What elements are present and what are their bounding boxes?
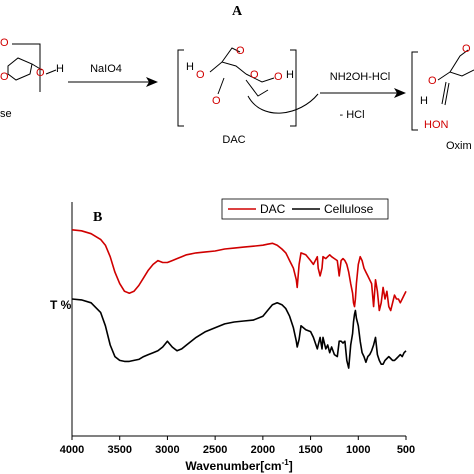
left-oxygen-bottom: O: [0, 71, 9, 83]
x-axis-label-main: Wavenumber[cm: [185, 459, 281, 473]
dac-ether: [245, 73, 275, 83]
dac-label: DAC: [222, 134, 245, 146]
x-tick-label: 4000: [60, 444, 84, 456]
glycosidic-bond: [31, 63, 43, 71]
oxime-cn: [441, 81, 447, 105]
oxime-label: Oxim: [446, 140, 472, 152]
byproduct-hcl: - HCl: [339, 109, 364, 121]
scheme-panel-label: A: [232, 4, 243, 19]
dac-h-label: H: [186, 61, 194, 73]
reagent-naio4: NaIO4: [90, 63, 122, 75]
left-ring-oxygen: O: [36, 67, 45, 79]
oxime-hon-group: HON: [424, 119, 449, 131]
dac-ring-oxygen: O: [196, 69, 205, 81]
x-axis-label-sup: -1: [282, 458, 290, 467]
dac-structure: [177, 47, 297, 127]
reaction-arrow-2: [320, 88, 406, 98]
reaction-scheme: A O O O H se NaIO4 H O O: [0, 4, 474, 152]
dac-end-oxygen: O: [274, 71, 283, 83]
dac-aldehyde-2: [217, 77, 225, 95]
x-axis-ticks: 4000 3500 3000 2500 2000 1500 1000 500: [60, 436, 415, 456]
series-line-dac: [71, 229, 407, 312]
dac-aldehyde-oxygen-2: O: [212, 95, 221, 107]
legend-label-dac: DAC: [260, 202, 286, 216]
series-line-cellulose: [71, 298, 407, 369]
dac-bracket-right: [290, 49, 297, 127]
dac-end-hydrogen: H: [286, 69, 294, 81]
legend-label-cellulose: Cellulose: [324, 202, 374, 216]
x-tick-label: 500: [397, 444, 415, 456]
reagent-hydroxylamine: NH2OH-HCl: [330, 71, 391, 83]
spectra-lines: [71, 229, 407, 369]
dac-ether-oxygen: O: [250, 69, 259, 81]
oxime-structure: [411, 49, 474, 131]
dac-aldehyde-oxygen-1: O: [236, 45, 245, 57]
dac-ring-link: [245, 79, 269, 97]
x-tick-label: 2500: [203, 444, 227, 456]
oxime-cn-double: [444, 82, 450, 106]
left-fragment-label: se: [0, 108, 12, 120]
pyranose-ring: [7, 57, 33, 81]
x-tick-label: 2000: [251, 444, 275, 456]
dac-bracket-left: [177, 49, 184, 127]
oxime-oxygen: O: [428, 75, 437, 87]
oxime-chain: [437, 69, 474, 81]
left-oxygen-top: O: [0, 37, 9, 49]
oxime-branch: [449, 49, 469, 73]
chart-panel-label: B: [93, 210, 102, 225]
reaction-arrow-1: [68, 77, 158, 87]
x-tick-label: 3000: [155, 444, 179, 456]
cellulose-structure: [7, 43, 57, 92]
y-axis-label: T %: [50, 298, 72, 312]
left-bracket: [12, 43, 41, 92]
dac-chain: [209, 61, 247, 75]
x-axis-label: Wavenumber[cm-1]: [185, 458, 292, 473]
dac-aldehyde-1: [221, 47, 241, 63]
oxime-bracket: [411, 51, 418, 131]
x-tick-label: 1500: [298, 444, 322, 456]
oxime-hydrogen: H: [420, 95, 428, 107]
chart-legend: DAC Cellulose: [221, 198, 389, 220]
curved-mechanism-arrow: [247, 93, 319, 114]
x-tick-label: 1000: [346, 444, 370, 456]
x-axis-label-end: ]: [289, 459, 293, 473]
oh-bond: [45, 69, 57, 75]
left-hydrogen: H: [56, 63, 64, 75]
oxime-top-oxygen: O: [462, 43, 471, 55]
ftir-chart: B DAC Cellulose T % 4000 3500 3000 2500 2000…: [50, 198, 415, 473]
x-tick-label: 3500: [107, 444, 131, 456]
